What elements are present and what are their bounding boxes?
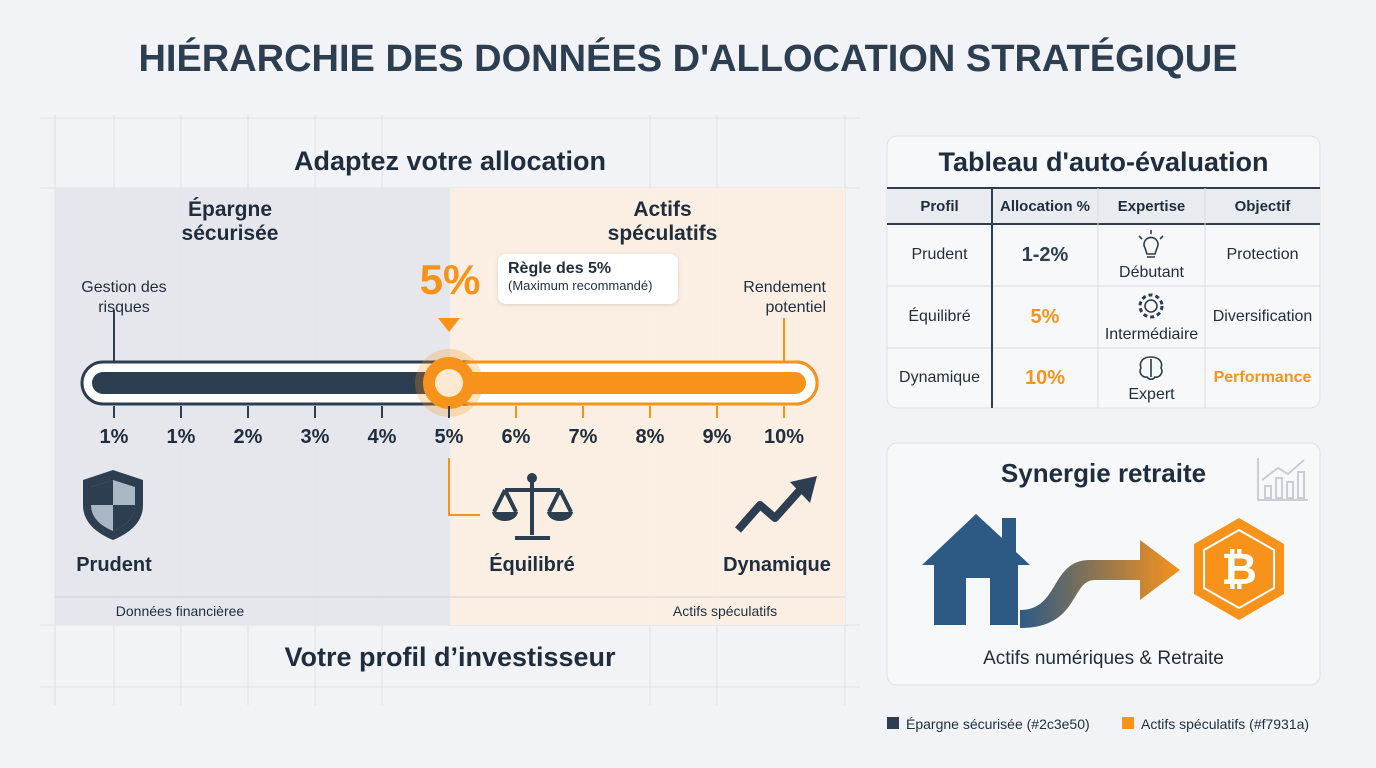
table-header: Profil bbox=[920, 197, 959, 215]
page-title: HIÉRARCHIE DES DONNÉES D'ALLOCATION STRA… bbox=[138, 38, 1238, 80]
scale-ticks bbox=[113, 406, 785, 418]
table-cell: Dynamique bbox=[899, 369, 980, 386]
trend-icon bbox=[734, 487, 803, 533]
scale-label: 4% bbox=[367, 426, 397, 448]
svg-text:₿: ₿ bbox=[1221, 544, 1257, 595]
synergy-caption: Actifs numériques & Retraite bbox=[983, 648, 1224, 669]
scale-label: 10% bbox=[763, 426, 805, 448]
zone-label: Épargne sécurisée bbox=[181, 198, 279, 245]
marker-label: 5% bbox=[419, 256, 481, 303]
rule-subtitle: (Maximum recommandé) bbox=[508, 278, 653, 293]
scale-label: 1% bbox=[99, 426, 129, 448]
legend-entry: Actifs spéculatifs (#f7931a) bbox=[1141, 716, 1310, 732]
table-cell: 1-2% bbox=[1021, 243, 1069, 266]
slider-speculative bbox=[448, 372, 806, 394]
table-cell: Performance bbox=[1213, 369, 1312, 386]
table-cell: Protection bbox=[1226, 246, 1299, 263]
scale-label: 7% bbox=[568, 426, 598, 448]
table-cell: 5% bbox=[1030, 305, 1060, 328]
scale-label: 6% bbox=[501, 426, 531, 448]
table-cell: 10% bbox=[1024, 366, 1066, 389]
profile: Prudent bbox=[76, 554, 152, 576]
safe-zone bbox=[55, 188, 450, 625]
table-header: Allocation % bbox=[999, 197, 1090, 215]
note: Gestion des risques bbox=[81, 279, 167, 316]
footer-label: Données financièree bbox=[115, 603, 245, 619]
chart-icon bbox=[1257, 458, 1308, 501]
table-cell: Débutant bbox=[1119, 264, 1184, 281]
table-cell: Prudent bbox=[911, 246, 968, 263]
footer-label: Actifs spéculatifs bbox=[672, 603, 778, 619]
table-lines bbox=[887, 187, 1320, 408]
table-header: Expertise bbox=[1117, 197, 1186, 215]
scale-label: 5% bbox=[434, 426, 464, 448]
rule-callout: Règle des 5% (Maximum recommandé) bbox=[498, 254, 678, 304]
table-cell: Intermédiaire bbox=[1104, 326, 1199, 343]
synergy-title: Synergie retraite bbox=[1000, 458, 1207, 488]
zone-label: Actifs spéculatifs bbox=[607, 198, 718, 245]
scale-label: 1% bbox=[166, 426, 196, 448]
panel-title: Adaptez votre allocation bbox=[293, 146, 607, 176]
table-cell: Expert bbox=[1128, 386, 1175, 403]
panel-footer: Votre profil d’investisseur bbox=[284, 642, 616, 672]
flow-arrow bbox=[1020, 540, 1180, 628]
slider-safe bbox=[92, 372, 452, 394]
scale-label: 3% bbox=[300, 426, 330, 448]
table-cell: Équilibré bbox=[908, 308, 971, 325]
table-header: Objectif bbox=[1234, 197, 1291, 215]
expertise-icons bbox=[1138, 230, 1164, 381]
scale-label: 9% bbox=[702, 426, 732, 448]
profile: Équilibré bbox=[489, 554, 575, 576]
table-title: Tableau d'auto-évaluation bbox=[938, 147, 1269, 177]
balance-icon bbox=[492, 478, 573, 540]
note: Rendement potentiel bbox=[743, 279, 826, 316]
house-icon bbox=[922, 514, 1030, 625]
scale-label: 8% bbox=[635, 426, 665, 448]
profile: Dynamique bbox=[723, 554, 831, 576]
scale-label: 2% bbox=[233, 426, 263, 448]
legend-entry: Épargne sécurisée (#2c3e50) bbox=[906, 716, 1090, 732]
table-cell: Diversification bbox=[1212, 308, 1313, 325]
rule-title: Règle des 5% bbox=[508, 260, 612, 277]
